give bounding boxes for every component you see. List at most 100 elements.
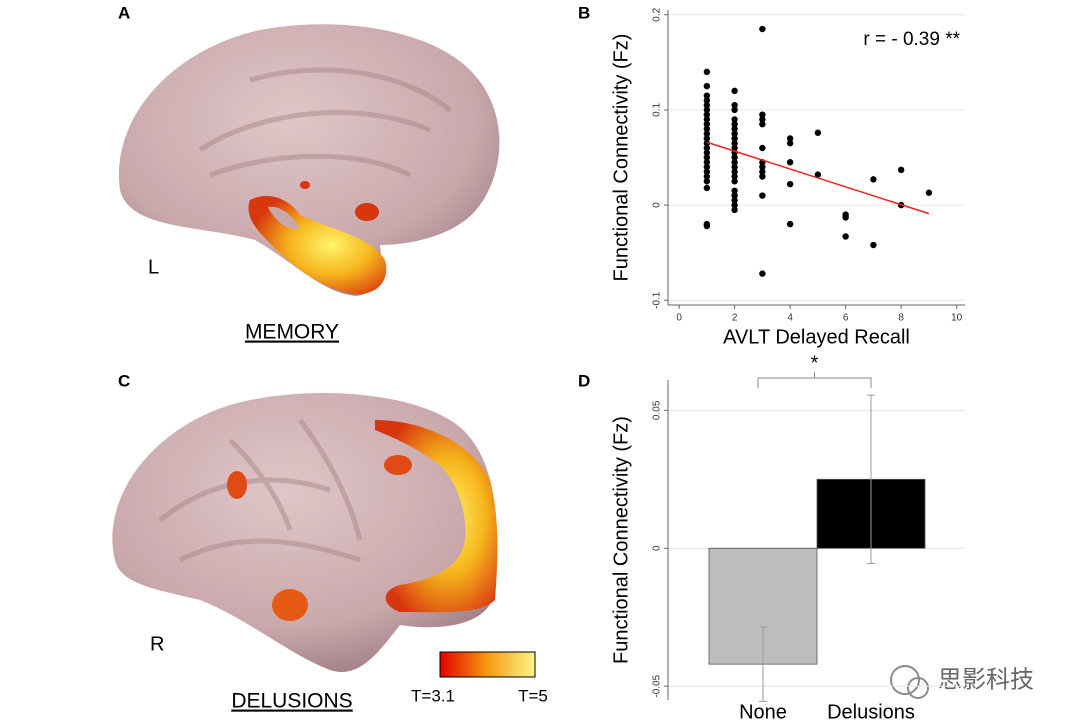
caption: DELUSIONS — [231, 690, 352, 713]
y-tick-label: -0.05 — [652, 674, 663, 697]
panel-label: D — [578, 371, 590, 390]
panel-label: C — [118, 371, 130, 390]
hemisphere-label: L — [148, 256, 159, 278]
point — [703, 106, 711, 114]
y-tick-label: 0 — [652, 545, 663, 551]
point — [703, 144, 711, 152]
hemisphere-label: R — [150, 633, 164, 655]
brain-lateral — [112, 393, 498, 672]
point — [703, 173, 711, 180]
point — [703, 68, 711, 76]
point — [731, 130, 738, 137]
point — [870, 241, 877, 249]
point — [759, 163, 766, 171]
x-tick-label: 2 — [732, 313, 738, 324]
point — [731, 116, 738, 123]
point — [703, 130, 711, 137]
point — [703, 82, 711, 90]
point — [703, 140, 711, 147]
point — [786, 180, 794, 188]
x-tick-label: 10 — [951, 313, 963, 324]
x-tick-label: None — [739, 701, 787, 723]
x-tick-label: 8 — [898, 313, 904, 324]
point — [786, 220, 794, 228]
point — [703, 125, 711, 133]
x-axis-label: AVLT Delayed Recall — [723, 326, 910, 348]
point — [786, 135, 794, 142]
point — [703, 120, 711, 128]
y-tick-label: 0.1 — [652, 103, 663, 117]
watermark-text: 思影科技 — [938, 666, 1034, 693]
point — [731, 125, 738, 133]
point — [731, 101, 738, 109]
point — [703, 184, 711, 192]
point — [703, 168, 711, 175]
point — [703, 178, 711, 185]
point — [703, 149, 711, 156]
error-bar — [759, 626, 767, 702]
point — [759, 111, 766, 118]
y-tick-label: 0.05 — [652, 400, 663, 420]
colorbar-label: T=5 — [518, 686, 548, 705]
point — [759, 173, 766, 180]
panel-label: B — [578, 3, 590, 22]
point — [731, 187, 738, 195]
y-tick-label: 0.2 — [652, 7, 663, 21]
watermark — [890, 665, 929, 699]
point — [759, 120, 766, 128]
point — [759, 144, 766, 152]
point — [870, 176, 877, 183]
x-tick-label: Delusions — [827, 701, 915, 723]
point — [731, 197, 738, 204]
point — [897, 166, 905, 174]
point — [731, 201, 738, 209]
point — [759, 192, 766, 199]
x-tick-label: 6 — [843, 313, 849, 324]
point — [703, 101, 711, 109]
point — [842, 214, 849, 221]
annotation: r = - 0.39 ** — [863, 29, 960, 50]
point — [703, 154, 711, 161]
point — [703, 116, 711, 123]
point — [925, 189, 933, 196]
colorbar-label: T=3.1 — [411, 686, 455, 705]
point — [759, 25, 766, 33]
point — [814, 171, 822, 178]
point — [842, 233, 849, 240]
point — [703, 111, 711, 118]
point — [703, 135, 711, 142]
point — [731, 163, 738, 171]
x-tick-label: 0 — [676, 313, 682, 324]
point — [759, 270, 766, 277]
point — [703, 92, 711, 99]
point — [731, 168, 738, 175]
point — [731, 192, 738, 199]
point — [786, 140, 794, 147]
point — [731, 173, 738, 180]
point — [731, 154, 738, 161]
point — [759, 168, 766, 175]
significance: * — [811, 352, 819, 374]
panel-label: A — [118, 3, 130, 22]
point — [703, 159, 711, 166]
significance-bracket — [757, 372, 872, 388]
point — [814, 129, 822, 136]
point — [703, 222, 711, 230]
point — [703, 97, 711, 104]
point — [731, 178, 738, 185]
y-axis-label: Functional Connectivity (Fz) — [610, 416, 632, 664]
point — [731, 159, 738, 166]
point — [731, 106, 738, 114]
y-tick-label: 0 — [652, 202, 663, 208]
y-axis-label: Functional Connectivity (Fz) — [610, 34, 632, 282]
point — [731, 206, 738, 214]
point — [731, 120, 738, 128]
y-tick-label: -0.1 — [652, 291, 663, 309]
point — [786, 159, 794, 166]
point — [703, 163, 711, 171]
error-bar — [867, 394, 875, 564]
colorbar — [439, 651, 536, 678]
point — [731, 144, 738, 152]
point — [731, 140, 738, 147]
